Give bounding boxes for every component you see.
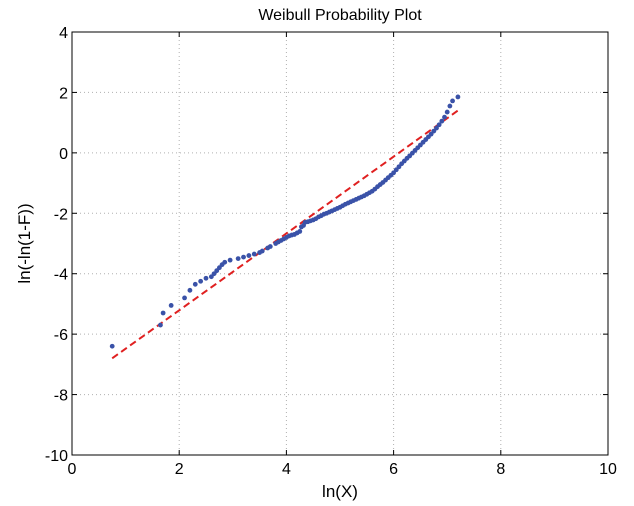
data-point: [251, 251, 257, 257]
data-point: [168, 303, 174, 308]
y-tick-label: 0: [59, 146, 68, 163]
axes-frame: [71, 31, 609, 456]
data-point: [434, 125, 439, 131]
y-tick-label: -4: [54, 267, 68, 284]
data-point: [297, 229, 303, 234]
data-point: [442, 114, 447, 120]
data-point: [192, 281, 198, 287]
x-axis-label: ln(X): [322, 482, 358, 501]
x-tick-label: 2: [175, 461, 184, 478]
data-point: [235, 256, 241, 262]
data-point: [436, 122, 442, 128]
data-point: [109, 343, 115, 349]
fit-line: [111, 109, 459, 360]
y-tick-label: 2: [59, 85, 68, 102]
data-point: [222, 259, 228, 265]
fit-line-layer: [111, 109, 459, 360]
y-tick-label: -8: [54, 388, 68, 405]
data-point: [439, 118, 445, 124]
data-point: [187, 287, 193, 293]
axis-ticks: 0 2 4 6 8 10 4 2 0 -2 -4 -6 -8 -10: [45, 25, 617, 478]
data-point: [198, 278, 204, 284]
data-point: [246, 253, 252, 258]
data-point: [158, 322, 163, 328]
data-point: [267, 244, 273, 249]
data-point: [241, 254, 246, 260]
data-point: [450, 98, 455, 104]
y-tick-label: -10: [45, 448, 68, 465]
grid-lines: [72, 32, 608, 455]
data-point: [447, 103, 453, 109]
data-point: [455, 94, 461, 100]
data-point: [227, 257, 233, 263]
data-point: [259, 248, 265, 254]
x-tick-label: 6: [389, 461, 398, 478]
y-tick-label: -6: [54, 327, 68, 344]
x-tick-label: 4: [282, 461, 291, 478]
data-point: [203, 275, 209, 281]
data-point: [160, 310, 166, 316]
x-tick-label: 0: [68, 461, 77, 478]
x-tick-label: 8: [496, 461, 505, 478]
data-point: [444, 109, 450, 115]
y-tick-label: 4: [59, 25, 68, 42]
chart-title: Weibull Probability Plot: [258, 7, 422, 24]
data-point: [182, 295, 187, 301]
data-points-layer: [109, 94, 461, 349]
y-tick-label: -2: [54, 206, 68, 223]
y-axis-label: ln(-ln(1-F)): [15, 203, 34, 283]
x-tick-label: 10: [599, 461, 617, 478]
